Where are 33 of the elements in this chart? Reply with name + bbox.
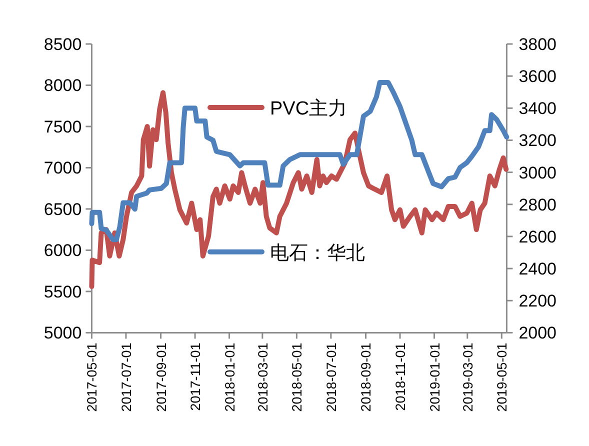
y-tick-label: 6500 bbox=[44, 200, 82, 219]
x-tick-label: 2018-03-01 bbox=[255, 342, 270, 412]
x-tick-label: 2017-05-01 bbox=[84, 342, 100, 412]
legend-label: 电石：华北 bbox=[270, 242, 365, 264]
legend-label: PVC主力 bbox=[270, 98, 348, 120]
x-tick-label: 2019-05-01 bbox=[494, 342, 510, 412]
y-tick-label: 5000 bbox=[44, 324, 82, 343]
y2-tick-label: 3800 bbox=[518, 35, 557, 54]
x-tick-label: 2018-09-01 bbox=[358, 342, 374, 412]
y-tick-label: 5500 bbox=[44, 282, 82, 302]
y2-tick-label: 2400 bbox=[518, 260, 557, 279]
y2-tick-label: 2200 bbox=[518, 292, 557, 311]
x-tick-label: 2019-03-01 bbox=[460, 342, 476, 412]
x-tick-label: 2018-07-01 bbox=[324, 342, 339, 412]
y-tick-label: 7000 bbox=[44, 158, 82, 178]
y2-tick-label: 3200 bbox=[518, 131, 557, 150]
y2-tick-label: 3600 bbox=[518, 67, 557, 86]
y2-tick-label: 3000 bbox=[518, 163, 557, 182]
y-tick-label: 7500 bbox=[44, 117, 82, 136]
x-tick-label: 2018-01-01 bbox=[222, 342, 238, 412]
y2-tick-label: 2800 bbox=[518, 195, 557, 214]
y2-tick-label: 2000 bbox=[518, 324, 557, 343]
y2-tick-label: 2600 bbox=[518, 227, 557, 246]
x-tick-label: 2017-09-01 bbox=[154, 342, 169, 412]
x-tick-label: 2017-11-01 bbox=[188, 342, 204, 411]
x-tick-label: 2017-07-01 bbox=[118, 342, 134, 412]
x-tick-label: 2018-11-01 bbox=[393, 342, 408, 411]
y-tick-label: 8500 bbox=[44, 35, 82, 54]
y-tick-label: 6000 bbox=[44, 241, 82, 260]
y-tick-label: 8000 bbox=[44, 76, 82, 96]
x-tick-label: 2019-01-01 bbox=[427, 342, 442, 412]
y2-tick-label: 3400 bbox=[518, 99, 557, 118]
x-tick-label: 2018-05-01 bbox=[290, 342, 305, 412]
